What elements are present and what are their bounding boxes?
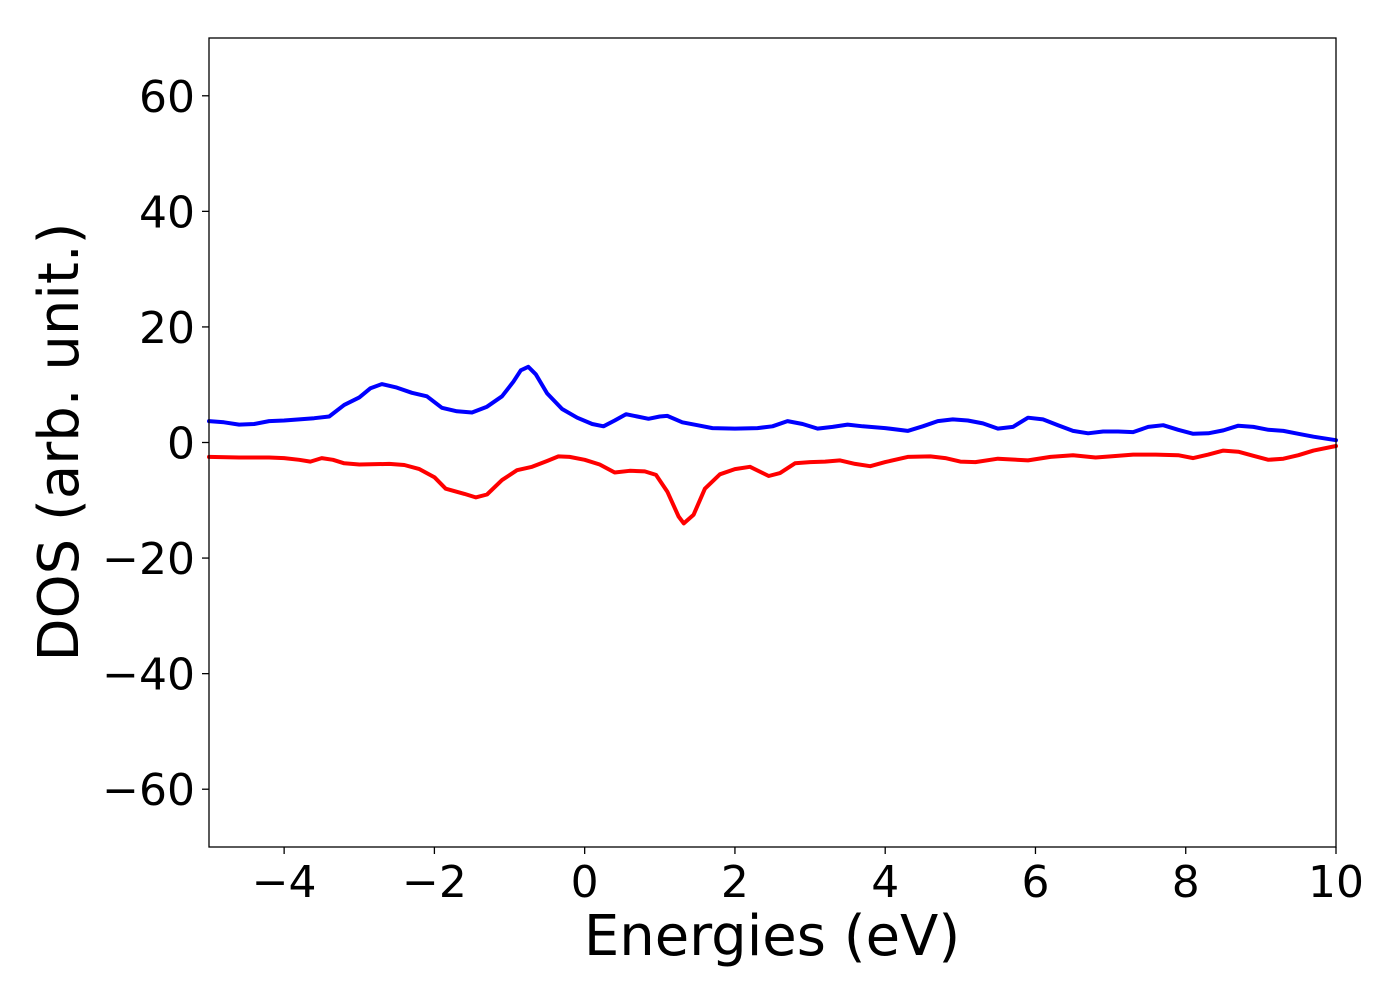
series-line-1 [207, 364, 1338, 443]
y-tick-label: 20 [139, 303, 195, 354]
x-tick-label: 0 [571, 857, 599, 908]
y-axis: 60 40 20 0 −20 −40 −60 [102, 72, 209, 816]
x-tick-label: −4 [252, 857, 317, 908]
series-layer [207, 364, 1338, 526]
y-tick-label: −60 [102, 765, 195, 816]
x-axis-label: Energies (eV) [584, 904, 960, 969]
y-tick-label: −20 [102, 534, 195, 585]
plot-frame [208, 37, 1337, 848]
x-tick-label: 6 [1021, 857, 1049, 908]
y-tick-label: 0 [167, 419, 195, 470]
y-tick-label: 40 [139, 187, 195, 238]
y-tick-label: 60 [139, 72, 195, 123]
y-tick-label: −40 [102, 650, 195, 701]
x-tick-label: 4 [871, 857, 899, 908]
y-axis-label: DOS (arb. unit.) [27, 222, 92, 661]
x-tick-label: 2 [721, 857, 749, 908]
x-tick-label: −2 [402, 857, 467, 908]
series-line-2 [207, 444, 1338, 526]
x-axis: −4 −2 0 2 4 6 8 10 [252, 847, 1364, 908]
x-tick-label: 10 [1308, 857, 1364, 908]
x-tick-label: 8 [1172, 857, 1200, 908]
